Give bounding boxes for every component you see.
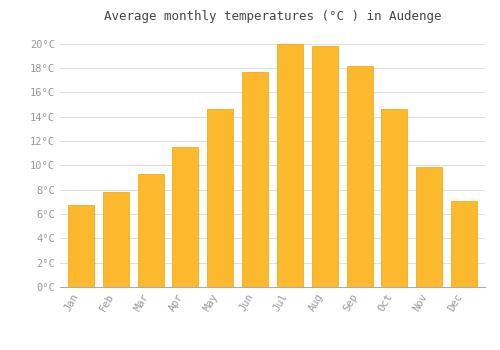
Bar	[312, 46, 338, 287]
Bar	[138, 174, 164, 287]
Bar	[242, 72, 268, 287]
Bar	[207, 109, 234, 287]
Bar	[172, 147, 199, 287]
Bar	[277, 44, 303, 287]
Bar	[68, 205, 94, 287]
Title: Average monthly temperatures (°C ) in Audenge: Average monthly temperatures (°C ) in Au…	[104, 10, 442, 23]
Bar	[382, 109, 407, 287]
Bar	[416, 167, 442, 287]
Bar	[451, 201, 477, 287]
Bar	[102, 192, 129, 287]
Bar	[346, 65, 372, 287]
